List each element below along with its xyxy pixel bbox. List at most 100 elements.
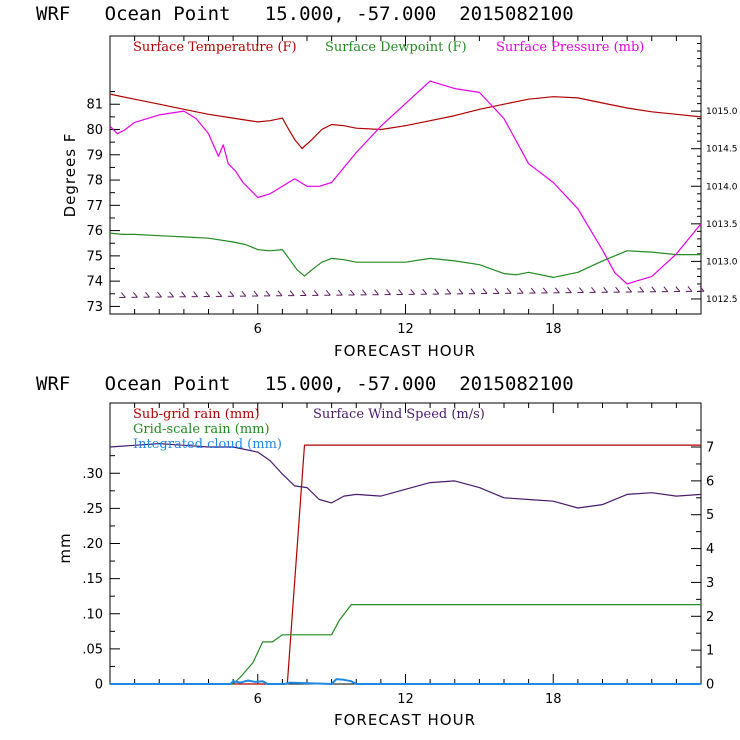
x-tick-label: 6 — [254, 322, 262, 337]
wind-barb — [542, 287, 548, 294]
bottom-chart-x-tick-labels: 6 12 18 — [254, 692, 562, 707]
y-tick-label: 74 — [86, 275, 103, 290]
series-line-grid-scale-rain-mm — [110, 603, 701, 685]
wind-barb — [458, 288, 464, 295]
wind-barb — [554, 287, 560, 294]
wind-barb — [313, 290, 319, 296]
wind-barb — [434, 288, 440, 295]
top-chart: WRF Ocean Point 15.000, -57.000 20150821… — [36, 3, 738, 360]
y2-tick-label: 1012.5 — [706, 295, 738, 305]
y-tick-label: 75 — [86, 249, 103, 264]
wind-barb — [579, 287, 584, 293]
wind-barb — [289, 290, 295, 296]
y2-tick-label: 1 — [706, 644, 714, 659]
wind-barb — [241, 290, 247, 297]
wind-barb — [386, 289, 391, 295]
y-tick-label: .30 — [82, 467, 103, 482]
y2-tick-label: 1014.0 — [706, 182, 738, 192]
wind-barb — [145, 291, 150, 298]
y2-tick-label: 1013.5 — [706, 220, 738, 230]
wind-barb — [277, 290, 283, 297]
wind-barb — [651, 286, 657, 293]
bottom-chart-y2-tick-labels: 0 1 2 3 4 5 6 7 — [706, 441, 714, 693]
wind-barb — [639, 286, 645, 293]
top-chart-xlabel: FORECAST HOUR — [334, 342, 476, 360]
bottom-chart-series — [109, 443, 702, 685]
y2-tick-label: 1013.0 — [706, 257, 738, 267]
wind-barb — [362, 289, 367, 296]
wind-barb — [229, 290, 235, 297]
y-tick-label: 78 — [86, 174, 103, 189]
bottom-chart-xlabel: FORECAST HOUR — [334, 711, 476, 729]
y-tick-label: .10 — [82, 607, 103, 622]
x-tick-label: 18 — [545, 692, 562, 707]
legend-surface-dewpoint: Surface Dewpoint (F) — [325, 40, 467, 55]
wind-barb — [410, 289, 416, 295]
x-tick-label: 12 — [397, 692, 414, 707]
y-tick-label: 77 — [86, 199, 103, 214]
top-chart-ylabel: Degrees F — [61, 133, 79, 218]
top-chart-frame — [109, 35, 702, 315]
top-chart-series — [109, 80, 702, 285]
y2-tick-label: 2 — [706, 610, 714, 625]
y-tick-label: 81 — [86, 98, 103, 113]
wind-barb — [627, 286, 633, 293]
wind-barb — [566, 287, 572, 293]
y2-tick-label: 4 — [706, 542, 714, 557]
wind-barb — [591, 287, 596, 293]
wind-barb — [470, 288, 476, 295]
legend-sub-grid-rain: Sub-grid rain (mm) — [133, 407, 260, 422]
wind-barb — [349, 289, 355, 296]
bottom-chart-title: WRF Ocean Point 15.000, -57.000 20150821… — [36, 373, 574, 395]
legend-surface-wind-speed: Surface Wind Speed (m/s) — [313, 407, 485, 422]
series-line-integrated-cloud-mm — [110, 678, 701, 685]
y2-tick-label: 6 — [706, 474, 714, 489]
top-chart-title: WRF Ocean Point 15.000, -57.000 20150821… — [36, 3, 574, 25]
wind-barb — [446, 288, 452, 295]
bottom-chart-ylabel: mm — [56, 532, 74, 563]
wind-barb — [337, 289, 343, 296]
series-line-sub-grid-rain-mm — [110, 444, 701, 685]
wind-barb — [482, 288, 488, 294]
wind-barb — [422, 288, 428, 295]
x-tick-label: 12 — [397, 322, 414, 337]
x-tick-label: 6 — [254, 692, 262, 707]
legend-surface-temperature: Surface Temperature (F) — [133, 40, 297, 55]
wind-barb — [518, 287, 524, 294]
legend-surface-pressure: Surface Pressure (mb) — [496, 40, 644, 55]
series-line-surface-temperature-f — [109, 93, 702, 150]
legend-grid-scale-rain: Grid-scale rain (mm) — [133, 422, 270, 437]
wind-barb — [265, 290, 271, 297]
series-line-surface-wind-speed-m-s — [109, 443, 702, 509]
wind-barb — [530, 287, 536, 294]
wind-barb — [217, 291, 223, 297]
wind-barb — [253, 290, 259, 297]
wind-barb — [205, 291, 211, 297]
bottom-chart-y-tick-labels: 0 .05 .10 .15 .20 .25 .30 — [82, 467, 103, 693]
y2-tick-label: 1014.5 — [706, 145, 738, 155]
y-tick-label: .15 — [82, 572, 103, 587]
wind-barb — [374, 289, 379, 296]
series-line-surface-pressure-mb — [109, 80, 702, 285]
bottom-chart: WRF Ocean Point 15.000, -57.000 20150821… — [36, 373, 714, 729]
legend-integrated-cloud: Integrated cloud (mm) — [133, 437, 282, 452]
y2-tick-label: 7 — [706, 441, 714, 456]
top-chart-y-tick-labels: 73 74 75 76 77 78 79 80 81 — [86, 98, 103, 315]
wind-barb — [120, 292, 126, 298]
wind-barb — [615, 286, 620, 293]
wind-barb — [169, 291, 174, 298]
wind-barb — [663, 286, 669, 292]
wind-barb — [132, 291, 138, 298]
y2-tick-label: 3 — [706, 576, 714, 591]
y2-tick-label: 5 — [706, 508, 714, 523]
wind-barb — [603, 286, 608, 293]
wind-barb — [506, 288, 512, 294]
wind-barb — [494, 288, 500, 294]
y-tick-label: .20 — [82, 537, 103, 552]
series-line-surface-dewpoint-f — [109, 232, 701, 278]
wind-barb — [181, 291, 186, 298]
x-tick-label: 18 — [545, 322, 562, 337]
wind-barb — [301, 290, 307, 296]
y-tick-label: .05 — [82, 642, 103, 657]
